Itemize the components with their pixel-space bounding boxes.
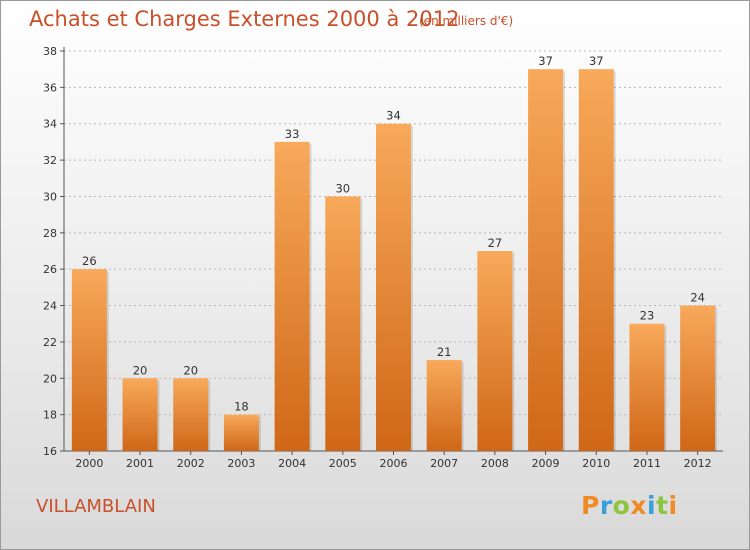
value-label: 37 xyxy=(589,54,604,68)
x-tick-label: 2002 xyxy=(177,457,205,470)
logo-letter: x xyxy=(630,491,647,520)
y-tick-label: 34 xyxy=(43,118,57,131)
y-tick-label: 38 xyxy=(43,45,57,58)
value-label: 18 xyxy=(234,400,249,414)
logo-letter: P xyxy=(581,491,600,520)
value-label: 20 xyxy=(183,363,198,377)
y-tick-label: 24 xyxy=(43,300,57,313)
bar xyxy=(376,123,411,452)
value-label: 34 xyxy=(386,109,401,123)
x-tick-label: 2005 xyxy=(329,457,357,470)
bar xyxy=(477,251,513,451)
x-tick-label: 2010 xyxy=(582,457,610,470)
y-tick-label: 18 xyxy=(43,409,57,422)
labels: 16 18 20 22 24 26 28 30 32 34 36 38 26 2000 20 2001 20 20… xyxy=(43,45,712,470)
bar xyxy=(173,378,209,451)
value-label: 30 xyxy=(335,181,350,195)
proxiti-logo: Proxiti xyxy=(581,491,678,523)
bars xyxy=(71,69,718,452)
value-label: 37 xyxy=(538,54,553,68)
x-tick-label: 2003 xyxy=(227,457,255,470)
commune-name: VILLAMBLAIN xyxy=(36,496,156,517)
y-tick-label: 20 xyxy=(43,372,57,385)
logo-letter: i xyxy=(647,491,657,520)
value-label: 27 xyxy=(488,236,503,250)
bar xyxy=(223,414,259,451)
logo-letter: o xyxy=(612,491,631,520)
x-tick-label: 2008 xyxy=(481,457,509,470)
value-label: 20 xyxy=(133,363,148,377)
y-tick-label: 28 xyxy=(43,227,57,240)
bar xyxy=(629,323,665,451)
value-label: 26 xyxy=(82,254,97,268)
x-tick-label: 2000 xyxy=(75,457,103,470)
bar xyxy=(274,141,310,451)
bar xyxy=(528,69,564,451)
bar xyxy=(578,69,614,451)
bar xyxy=(680,305,716,451)
x-tick-label: 2012 xyxy=(684,457,712,470)
value-label: 23 xyxy=(640,309,655,323)
chart-title: Achats et Charges Externes 2000 à 2012 xyxy=(29,7,460,31)
unit-note: (en milliers d'€) xyxy=(419,14,514,28)
bar xyxy=(122,378,158,451)
y-tick-label: 22 xyxy=(43,336,57,349)
logo-letter: r xyxy=(599,491,613,520)
bar xyxy=(325,196,361,451)
x-tick-label: 2001 xyxy=(126,457,154,470)
value-label: 33 xyxy=(285,127,300,141)
logo-letter: t xyxy=(656,491,669,520)
value-label: 21 xyxy=(437,345,452,359)
y-tick-label: 32 xyxy=(43,154,57,167)
y-tick-label: 16 xyxy=(43,445,57,458)
bar xyxy=(426,360,462,451)
value-label: 24 xyxy=(690,291,705,305)
y-tick-label: 36 xyxy=(43,81,57,94)
x-tick-label: 2004 xyxy=(278,457,306,470)
x-tick-label: 2011 xyxy=(633,457,661,470)
x-tick-label: 2009 xyxy=(532,457,560,470)
y-tick-label: 30 xyxy=(43,190,57,203)
logo-letter: i xyxy=(668,491,678,520)
y-tick-label: 26 xyxy=(43,263,57,276)
bar xyxy=(71,269,107,451)
x-tick-label: 2006 xyxy=(380,457,408,470)
x-tick-label: 2007 xyxy=(430,457,458,470)
